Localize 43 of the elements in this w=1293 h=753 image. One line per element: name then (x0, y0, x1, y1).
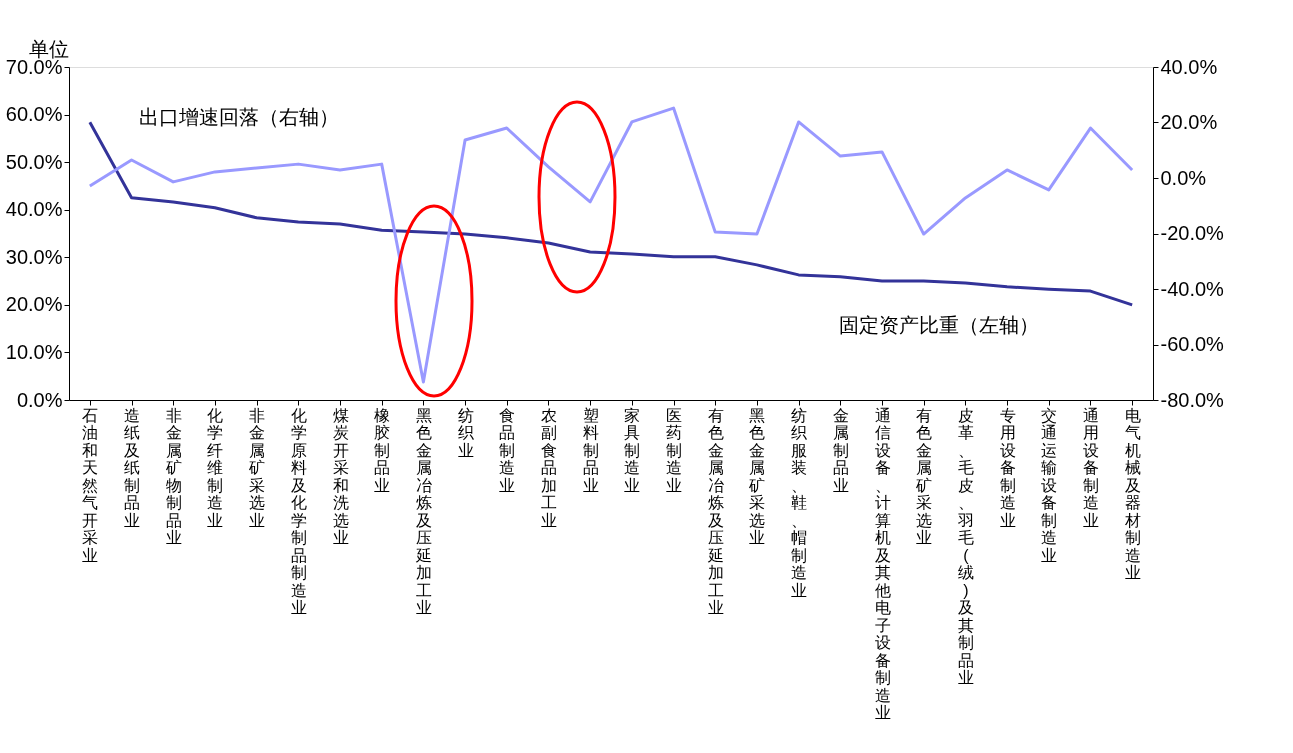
category-label: 通信设备、计算机及其他电子设备制造业 (874, 406, 891, 721)
category-label: 交通运输设备制造业 (1041, 406, 1058, 564)
y2-tick-label: 0.0% (1160, 166, 1207, 189)
x-tick-label: 金属制品业 (832, 406, 849, 494)
y2-tick-label: 20.0% (1160, 111, 1218, 133)
category-label: 石油和天然气开采业 (82, 406, 99, 564)
y2-tick-label: -80.0% (1160, 388, 1225, 411)
x-tick-label: 非金属矿物制品业 (164, 406, 182, 546)
y-tick-label: 10.0% (5, 340, 63, 363)
series-label: 出口增速回落（右轴） (139, 106, 339, 128)
x-tick-label: 化学纤维制造业 (207, 406, 224, 529)
x-tick-label: 农副食品加工业 (540, 406, 557, 529)
x-tick-label: 黑色金属矿采选业 (748, 406, 766, 546)
x-tick-label: 家具制造业 (624, 406, 641, 494)
y-tick-label: 30.0% (5, 245, 63, 268)
x-tick-label: 通用设备制造业 (1082, 406, 1099, 529)
category-label: 电气机械及器材制造业 (1124, 406, 1141, 581)
y2-tick-label: -40.0% (1160, 277, 1225, 300)
series-label: 固定资产比重（左轴） (839, 314, 1039, 336)
y-tick-label: 60.0% (5, 103, 63, 126)
x-tick-label: 塑料制品业 (582, 406, 599, 494)
y-tick-label: 50.0% (5, 150, 63, 173)
x-tick-label: 医药制造业 (666, 406, 683, 494)
x-tick-label: 造纸及纸制品业 (124, 406, 141, 529)
y-tick-label: 40.0% (5, 198, 63, 221)
x-tick-label: 煤炭开采和洗选业 (332, 406, 349, 546)
x-tick-label: 橡胶制品业 (374, 406, 391, 494)
x-tick-label: 食品制造业 (499, 406, 516, 494)
y2-tick-label: -60.0% (1160, 333, 1225, 355)
y-tick-label: 0.0% (16, 388, 63, 411)
x-tick-label: 有色金属矿采选业 (915, 406, 933, 546)
x-tick-label: 专用设备制造业 (999, 406, 1016, 529)
line-series (88, 106, 1134, 384)
category-label: 化学原料及化学制品制造业 (290, 406, 307, 616)
y-tick-label: 20.0% (5, 293, 63, 316)
x-tick-label: 纺织业 (457, 406, 474, 459)
y2-tick-label: 40.0% (1160, 55, 1218, 78)
y2-tick-label: -20.0% (1160, 222, 1225, 244)
category-label: 皮革、毛皮、羽毛(绒)及其制品业 (957, 406, 974, 686)
x-tick-label: 非金属矿采选业 (248, 406, 266, 529)
category-label: 黑色金属冶炼及压延加工业 (415, 406, 432, 616)
category-label: 有色金属冶炼及压延加工业 (707, 406, 724, 616)
category-label: 纺织服装、鞋、帽制造业 (791, 406, 808, 599)
